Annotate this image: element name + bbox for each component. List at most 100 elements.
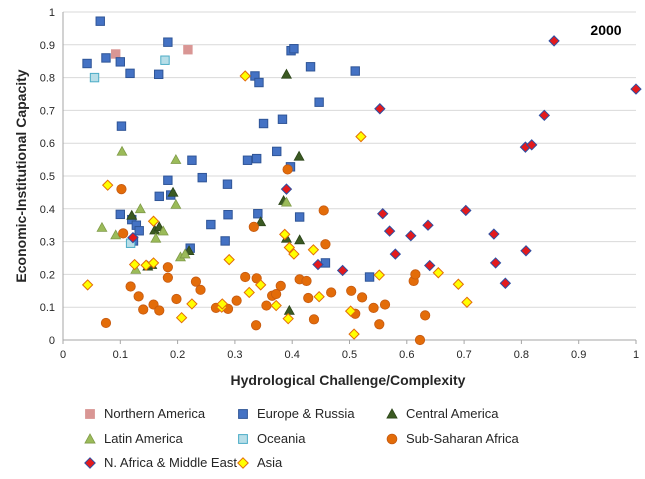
data-point xyxy=(153,69,164,80)
data-point xyxy=(95,16,105,26)
data-point xyxy=(133,291,144,302)
data-point xyxy=(254,279,267,291)
data-point xyxy=(461,296,473,308)
data-point xyxy=(499,277,512,289)
x-tick-label: 0.5 xyxy=(342,349,357,361)
data-point xyxy=(197,172,207,183)
data-point xyxy=(115,57,125,67)
y-tick-label: 0.3 xyxy=(40,237,55,249)
x-tick-label: 1 xyxy=(633,349,639,361)
data-point xyxy=(254,77,264,88)
data-point xyxy=(630,83,642,95)
data-point xyxy=(111,49,121,59)
data-point xyxy=(134,203,146,214)
data-point xyxy=(422,219,434,231)
series-central-america xyxy=(126,68,306,315)
data-point xyxy=(489,257,502,269)
data-point xyxy=(280,196,292,207)
data-point xyxy=(320,258,331,268)
y-tick-label: 0.6 xyxy=(40,138,55,150)
legend-label: Oceania xyxy=(257,431,306,446)
data-point xyxy=(294,234,306,245)
data-point xyxy=(312,258,324,271)
data-point xyxy=(89,72,100,83)
series-northern-america xyxy=(111,45,193,59)
data-point xyxy=(336,264,349,277)
legend-item: Asia xyxy=(237,455,283,470)
y-tick-label: 0.8 xyxy=(40,73,55,85)
data-point xyxy=(248,221,259,232)
x-axis-title: Hydrological Challenge/Complexity xyxy=(231,372,466,388)
data-point xyxy=(271,288,282,300)
data-point xyxy=(170,153,182,164)
data-point xyxy=(223,210,233,220)
data-point xyxy=(126,209,138,220)
y-tick-label: 0.5 xyxy=(40,171,55,183)
data-point xyxy=(162,272,173,283)
data-point xyxy=(81,279,94,291)
data-point xyxy=(251,320,262,331)
data-point xyxy=(258,118,269,129)
x-tick-labels: 0 0.1 0.2 0.3 0.4 0.5 0.6 0.7 0.8 0.9 1 xyxy=(60,349,639,361)
data-point xyxy=(410,269,421,280)
data-point xyxy=(368,302,379,313)
data-point xyxy=(270,299,282,312)
x-tick-label: 0.6 xyxy=(399,349,414,361)
data-point xyxy=(160,55,170,65)
data-point xyxy=(344,305,357,317)
x-tick-label: 0.9 xyxy=(571,349,586,361)
data-point xyxy=(420,310,431,321)
data-point xyxy=(220,236,230,246)
data-point xyxy=(255,216,267,227)
data-point xyxy=(239,70,251,82)
legend-marker xyxy=(386,408,398,419)
y-tick-label: 0.1 xyxy=(40,302,55,314)
data-point xyxy=(303,292,314,304)
data-point xyxy=(253,209,263,219)
data-point xyxy=(414,334,426,346)
data-point xyxy=(187,155,197,165)
data-point xyxy=(289,44,299,54)
legend-item: Northern America xyxy=(85,406,206,421)
data-point xyxy=(101,53,111,63)
x-tick-label: 0.7 xyxy=(456,349,471,361)
legend-label: Asia xyxy=(257,455,283,470)
data-point xyxy=(150,232,162,243)
data-point xyxy=(526,139,538,151)
x-tick-label: 0.8 xyxy=(514,349,529,361)
data-point xyxy=(163,175,173,185)
legend-marker xyxy=(84,457,96,469)
data-point xyxy=(279,228,291,241)
data-point xyxy=(350,66,360,76)
data-point xyxy=(175,311,188,324)
data-point xyxy=(424,259,436,272)
legend-marker xyxy=(85,409,95,419)
series-n-africa-middle-east xyxy=(127,35,642,289)
y-tick-label: 0.2 xyxy=(40,269,55,281)
data-point xyxy=(231,295,242,306)
data-point xyxy=(377,208,389,220)
data-point xyxy=(314,97,324,107)
legend-label: Central America xyxy=(406,406,499,421)
data-point xyxy=(520,245,532,257)
data-point xyxy=(283,241,296,254)
y-tick-label: 1 xyxy=(49,7,55,19)
data-point xyxy=(147,215,160,227)
data-point xyxy=(308,314,320,325)
data-point xyxy=(138,304,149,315)
data-point xyxy=(432,267,445,279)
data-point xyxy=(460,204,472,217)
data-point xyxy=(405,229,417,242)
data-point xyxy=(326,287,337,298)
data-point xyxy=(275,280,286,291)
data-point xyxy=(251,273,262,284)
data-point xyxy=(116,145,128,156)
y-tick-labels: 0 0.1 0.2 0.3 0.4 0.5 0.6 0.7 0.8 0.9 1 xyxy=(40,7,55,347)
data-point xyxy=(282,164,293,175)
y-tick-label: 0.9 xyxy=(40,40,55,52)
data-point xyxy=(538,109,551,122)
data-point xyxy=(389,248,402,260)
data-point xyxy=(170,198,182,209)
data-point xyxy=(355,130,367,143)
data-point xyxy=(374,103,386,115)
